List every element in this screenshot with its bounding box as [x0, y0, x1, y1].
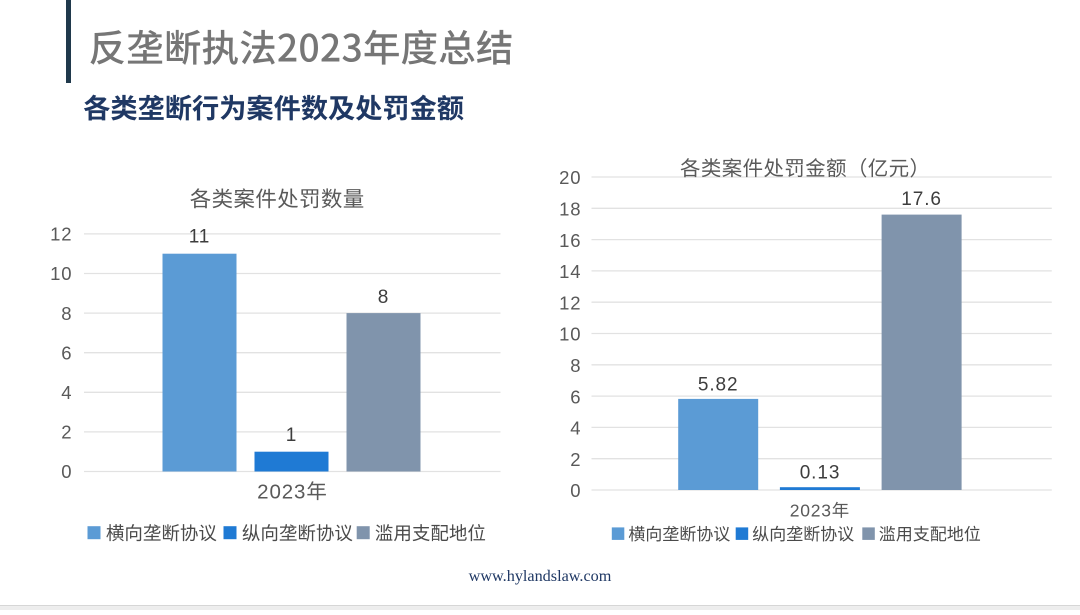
svg-text:5.82: 5.82 [698, 374, 739, 395]
svg-text:2: 2 [570, 449, 581, 470]
svg-text:10: 10 [559, 324, 581, 345]
svg-text:www.hylandslaw.com: www.hylandslaw.com [469, 567, 612, 585]
svg-text:11: 11 [189, 227, 211, 248]
svg-text:10: 10 [50, 263, 72, 284]
svg-text:0: 0 [61, 461, 72, 482]
svg-text:0: 0 [570, 480, 581, 501]
svg-text:2: 2 [61, 422, 72, 443]
svg-text:6: 6 [570, 386, 581, 407]
svg-text:20: 20 [559, 167, 581, 188]
svg-text:18: 18 [559, 199, 581, 220]
svg-text:12: 12 [50, 224, 72, 245]
svg-text:16: 16 [559, 230, 581, 251]
svg-text:12: 12 [559, 292, 581, 313]
svg-text:6: 6 [61, 342, 72, 363]
svg-text:8: 8 [570, 355, 581, 376]
svg-text:14: 14 [559, 261, 581, 282]
svg-text:17.6: 17.6 [901, 189, 942, 210]
svg-text:1: 1 [286, 425, 297, 446]
svg-text:8: 8 [61, 303, 72, 324]
svg-text:2023: 2023 [257, 481, 306, 504]
svg-text:0.13: 0.13 [800, 462, 841, 483]
svg-text:2023: 2023 [790, 501, 832, 521]
svg-text:4: 4 [570, 418, 581, 439]
svg-text:8: 8 [378, 287, 389, 308]
svg-text:4: 4 [61, 382, 72, 403]
